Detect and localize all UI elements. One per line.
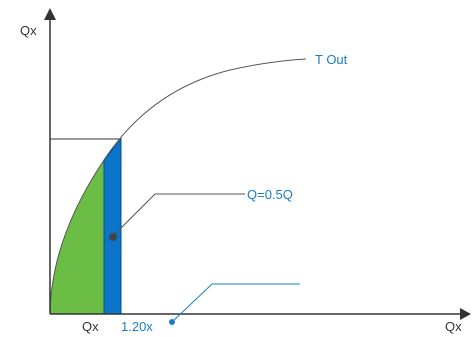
y-axis-arrow <box>44 8 56 20</box>
t-out-curve <box>49 58 307 315</box>
curve-label: T Out <box>315 52 348 67</box>
x-axis-arrow <box>460 308 471 320</box>
x-tick-leader-line <box>171 283 300 323</box>
x-axis-label: Qx <box>445 319 462 334</box>
x-tick-label-120x: 1.20x <box>121 319 153 334</box>
y-axis-label: Qx <box>20 23 37 38</box>
flow-label: Q=0.5Q <box>247 187 293 202</box>
green-area <box>50 160 104 314</box>
x-tick-marker <box>169 319 175 325</box>
flow-marker <box>109 233 117 241</box>
flow-leader-line <box>112 193 245 237</box>
blue-strip <box>103 137 122 315</box>
x-tick-label-qx: Qx <box>82 319 99 334</box>
